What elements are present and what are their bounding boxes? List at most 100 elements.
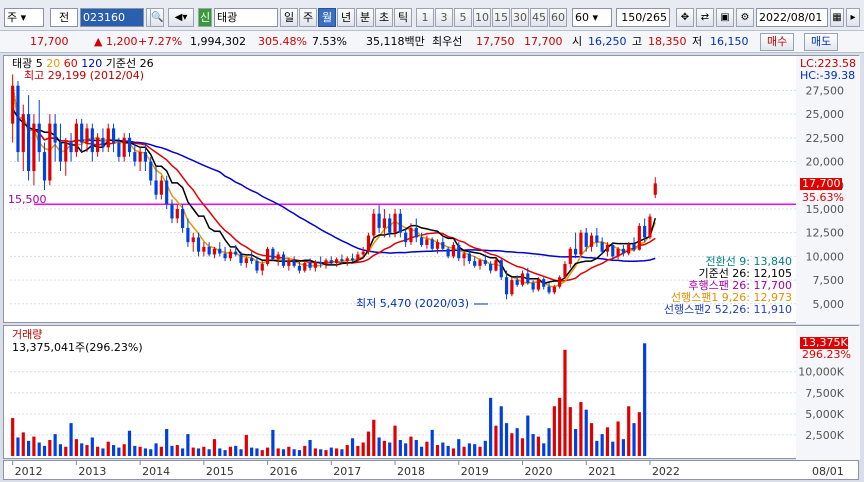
volume-title: 거래량	[12, 328, 43, 341]
volume-bar	[181, 448, 185, 456]
candle-body	[637, 226, 641, 250]
interval-1-button[interactable]: 1	[416, 8, 434, 27]
volume-bar	[616, 421, 620, 456]
candle-body	[223, 253, 227, 259]
x-year-label: 2019	[461, 465, 489, 478]
compare-icon[interactable]: ⇄	[696, 8, 714, 27]
candle-body	[324, 260, 328, 264]
candle-body	[478, 260, 482, 266]
candle-body	[170, 204, 174, 219]
date-field[interactable]: 2022/08/01	[756, 8, 828, 27]
period-0-button[interactable]: 일	[280, 8, 298, 27]
x-year-label: 2020	[524, 465, 552, 478]
volume-bar	[308, 439, 312, 456]
volume-bar	[425, 441, 429, 456]
interval-3-button[interactable]: 3	[435, 8, 453, 27]
prefix-combo[interactable]: 전	[50, 8, 78, 27]
candle-body	[388, 218, 392, 233]
count-value: 60	[575, 11, 589, 24]
candle-body	[446, 248, 450, 257]
candle-body	[504, 277, 509, 295]
candle-body	[58, 142, 63, 162]
volume-y-tick: 10,000K	[798, 366, 844, 379]
chart-type-combo[interactable]: 주 ▾	[4, 8, 44, 27]
period-2-button[interactable]: 월	[318, 8, 336, 27]
candle-body	[239, 254, 243, 264]
volume-bar	[138, 446, 142, 456]
candle-body	[600, 242, 604, 252]
candle-body	[552, 286, 556, 293]
sell-button[interactable]: 매도	[804, 33, 839, 51]
candle-body	[335, 259, 339, 264]
price-chart-pane[interactable]: 27,50025,00022,50020,00017,50015,00012,5…	[3, 55, 860, 324]
volume-bar	[228, 446, 232, 456]
stock-code-input[interactable]: 023160	[80, 8, 144, 27]
candle-body	[377, 213, 381, 228]
save-icon[interactable]: ▣	[716, 8, 734, 27]
candle-body	[42, 152, 47, 181]
period-6-button[interactable]: 틱	[394, 8, 412, 27]
legend-ma5: 5	[35, 57, 43, 70]
settings-gear-icon[interactable]: ⚙	[736, 8, 754, 27]
price-y-tick: 27,500	[806, 84, 845, 97]
volume-bar	[531, 434, 535, 456]
price-y-tick: 10,000	[806, 250, 845, 263]
volume-bar	[574, 429, 578, 456]
period-1-button[interactable]: 주	[299, 8, 317, 27]
period-3-button[interactable]: 년	[337, 8, 355, 27]
page-total: /265	[642, 11, 667, 24]
interval-60-button[interactable]: 60	[549, 8, 567, 27]
candle-body	[462, 253, 466, 259]
volume-bar	[324, 450, 328, 456]
x-year-label: 2012	[15, 465, 43, 478]
volume-bar	[462, 446, 466, 456]
volume-bar	[584, 409, 588, 456]
price-chart-svg[interactable]: 27,50025,00022,50020,00017,50015,00012,5…	[4, 56, 860, 324]
interval-15-button[interactable]: 15	[492, 8, 510, 27]
tools-icon[interactable]: ✥	[676, 8, 694, 27]
candle-body	[425, 239, 429, 245]
candle-body	[451, 244, 456, 257]
buy-button[interactable]: 매수	[760, 33, 795, 51]
volume-bar	[96, 446, 100, 456]
candle-body	[265, 248, 270, 264]
calendar-icon[interactable]: ▦	[830, 8, 844, 27]
period-4-button[interactable]: 분	[356, 8, 374, 27]
x-right-label: 08/01	[812, 465, 844, 478]
volume-bar	[430, 429, 434, 456]
next-icon[interactable]: ▸	[846, 8, 860, 27]
page-counter[interactable]: 150/265	[616, 8, 670, 27]
candle-body	[329, 260, 333, 264]
search-icon[interactable]: 🔍	[150, 8, 164, 27]
speaker-icon[interactable]: ◀▾	[168, 8, 194, 27]
volume-chart-pane[interactable]: 10,000K 7,500K 5,000K 2,500K 거래량 13,375,041…	[3, 325, 860, 460]
candle-body	[467, 253, 471, 262]
volume-bar	[579, 402, 583, 456]
interval-45-button[interactable]: 45	[530, 8, 548, 27]
volume-bar	[542, 443, 546, 456]
volume-bar	[483, 440, 487, 456]
candle-body	[574, 248, 578, 255]
period-5-button[interactable]: 초	[375, 8, 393, 27]
turnover-rate: 7.53%	[312, 35, 347, 48]
interval-30-button[interactable]: 30	[511, 8, 529, 27]
x-year-label: 2021	[588, 465, 616, 478]
volume-bar	[260, 450, 264, 456]
volume-bar	[287, 446, 291, 456]
interval-5-button[interactable]: 5	[454, 8, 472, 27]
volume-bar	[244, 434, 248, 456]
candle-body	[69, 142, 73, 153]
stock-name-field[interactable]: 태광	[214, 8, 278, 27]
candle-body	[255, 261, 259, 271]
volume-bar	[526, 415, 530, 456]
volume-bar	[175, 445, 179, 456]
candle-body	[11, 85, 15, 124]
count-combo[interactable]: 60 ▾	[572, 8, 612, 27]
volume-bar	[149, 449, 153, 456]
volume-bar	[552, 406, 556, 456]
interval-10-button[interactable]: 10	[473, 8, 491, 27]
volume-bar	[48, 439, 52, 456]
volume-value: 1,994,302	[190, 35, 246, 48]
volume-bar	[340, 449, 344, 456]
ma120-line	[11, 85, 656, 263]
